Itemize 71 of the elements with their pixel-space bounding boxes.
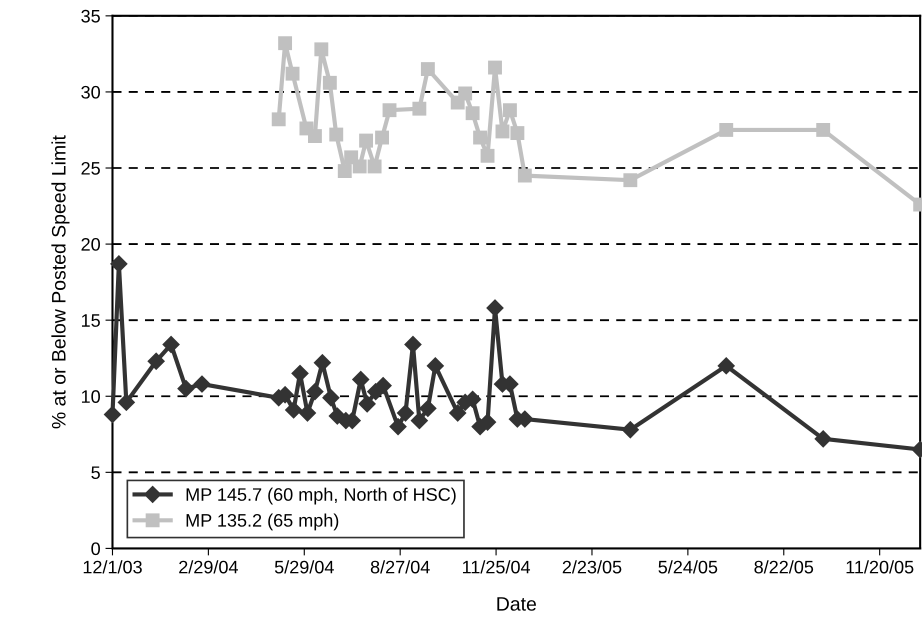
point: [272, 112, 286, 126]
point: [314, 42, 328, 56]
point: [814, 430, 832, 448]
x-tick-label: 5/29/04: [274, 560, 334, 574]
point: [104, 406, 122, 424]
point: [496, 124, 510, 138]
point: [148, 352, 165, 370]
point: [286, 66, 300, 81]
point: [420, 62, 435, 76]
point: [458, 86, 472, 100]
y-tick-label: 0: [91, 542, 100, 556]
point: [466, 106, 480, 120]
point: [118, 394, 135, 411]
point: [473, 130, 488, 145]
point: [298, 404, 316, 422]
y-tick-label: 15: [82, 314, 100, 327]
point: [426, 357, 444, 374]
point: [410, 412, 428, 430]
y-axis-title: % at or Below Posted Speed Limit: [51, 135, 70, 428]
x-tick-label: 11/20/05: [846, 560, 914, 574]
y-tick-label: 35: [81, 10, 100, 23]
point: [719, 123, 734, 137]
legend-label: MP 145.7 (60 mph, North of HSC): [186, 488, 456, 504]
point: [419, 400, 436, 417]
y-tick-label: 25: [82, 162, 100, 175]
x-tick-label: 12/1/03: [84, 560, 142, 574]
x-tick-label: 11/25/04: [462, 560, 530, 574]
point: [278, 36, 292, 50]
point: [622, 421, 639, 438]
point: [322, 389, 340, 406]
point: [389, 418, 407, 436]
point: [314, 354, 331, 372]
point: [412, 102, 426, 116]
x-tick-label: 2/23/05: [562, 560, 622, 574]
point: [162, 336, 180, 354]
point: [308, 129, 322, 143]
point: [488, 60, 502, 75]
point: [375, 130, 390, 145]
point: [382, 103, 396, 118]
x-tick-label: 8/22/05: [754, 560, 814, 574]
point: [480, 148, 494, 163]
point: [816, 123, 830, 137]
legend-label: MP 135.2 (65 mph): [186, 514, 338, 530]
point: [193, 376, 211, 393]
point: [510, 126, 524, 140]
point: [329, 128, 344, 142]
point: [518, 168, 532, 183]
point: [502, 103, 517, 118]
point: [285, 401, 302, 418]
y-tick-label: 5: [91, 466, 100, 480]
point: [306, 383, 324, 400]
y-tick-label: 30: [81, 86, 100, 99]
y-tick-label: 20: [82, 238, 100, 251]
x-tick-label: 5/24/05: [658, 560, 718, 574]
point: [352, 160, 367, 174]
point: [322, 76, 337, 90]
point: [338, 164, 352, 178]
point: [374, 377, 392, 394]
point: [623, 173, 638, 188]
point: [359, 134, 374, 148]
x-tick-label: 2/29/04: [179, 560, 238, 574]
point: [368, 160, 382, 174]
point: [110, 255, 128, 272]
point: [449, 404, 466, 422]
x-axis-title: Date: [497, 597, 536, 611]
point: [358, 395, 376, 412]
point: [177, 380, 195, 398]
point: [396, 404, 414, 422]
point: [718, 357, 735, 374]
y-tick-label: 10: [82, 390, 100, 403]
x-tick-label: 8/27/04: [370, 560, 430, 574]
